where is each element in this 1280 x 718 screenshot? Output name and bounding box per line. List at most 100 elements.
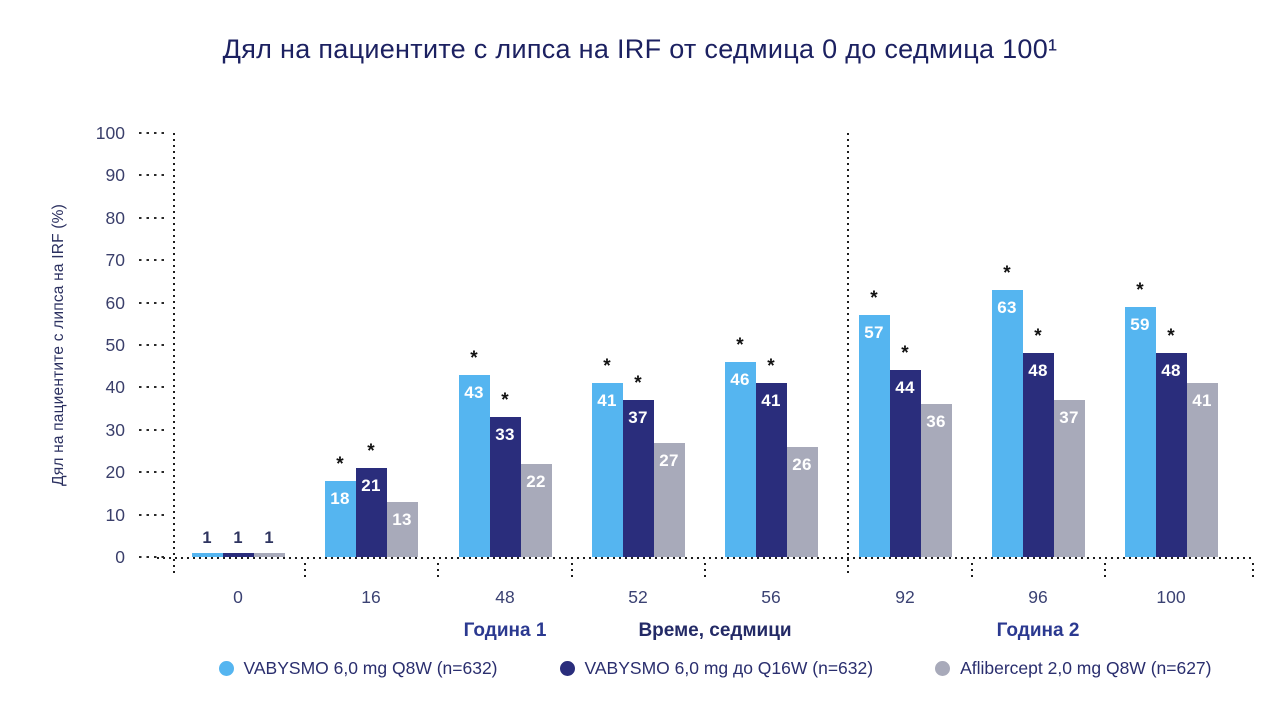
bar [1022, 353, 1054, 557]
legend-item: Aflibercept 2,0 mg Q8W (n=627) [935, 658, 1212, 679]
significance-asterisk: * [870, 288, 878, 309]
bar [755, 383, 787, 557]
y-tick-label: 100 [95, 123, 125, 143]
legend-dot-icon [559, 661, 575, 676]
legend-label: VABYSMO 6,0 mg до Q16W (n=632) [584, 658, 874, 678]
bar [324, 481, 356, 557]
x-tick-label: 56 [761, 587, 781, 607]
legend-label: Aflibercept 2,0 mg Q8W (n=627) [960, 658, 1212, 678]
y-tick-dots [139, 428, 165, 431]
legend-label: VABYSMO 6,0 mg Q8W (n=632) [243, 658, 498, 678]
x-tick-label: 92 [895, 587, 915, 607]
bar-value-label: 26 [792, 455, 812, 474]
significance-asterisk: * [470, 348, 478, 369]
bar [786, 447, 818, 557]
y-tick-label: 70 [105, 250, 125, 271]
y-tick-dots [139, 344, 165, 346]
group-boundary-tick [570, 563, 573, 579]
x-tick-label: 100 [1156, 587, 1186, 607]
bar [191, 553, 223, 557]
y-axis-line [173, 133, 175, 577]
legend: VABYSMO 6,0 mg Q8W (n=632) VABYSMO 6,0 mg… [175, 658, 1255, 679]
year-divider-line [847, 133, 849, 577]
bar [889, 370, 921, 557]
y-tick-dots [139, 301, 165, 304]
legend-item: VABYSMO 6,0 mg Q8W (n=632) [218, 658, 498, 679]
year1-label: Година 1 [463, 620, 547, 641]
y-tick-dots [139, 513, 165, 516]
chart-title: Дял на пациентите с липса на IRF от седм… [222, 34, 1058, 64]
bar-value-label: 18 [330, 489, 350, 508]
bar-value-label: 36 [926, 412, 946, 431]
significance-asterisk: * [1167, 326, 1175, 347]
y-tick-label: 10 [105, 504, 125, 525]
y-tick-dots [139, 471, 165, 474]
bar [355, 468, 387, 557]
significance-asterisk: * [736, 335, 744, 356]
significance-asterisk: * [634, 373, 642, 394]
y-tick-dots [139, 386, 165, 389]
group-boundary-tick [1103, 563, 1106, 579]
bar-value-label: 21 [361, 476, 381, 495]
bar-value-label: 63 [997, 298, 1017, 317]
bar-value-label: 33 [495, 425, 515, 444]
bar-value-label: 27 [659, 451, 679, 470]
group-boundary-tick [703, 563, 706, 579]
bar [1053, 400, 1085, 557]
bar-value-label: 41 [597, 391, 617, 410]
y-tick-dots [139, 174, 165, 177]
bar [253, 553, 285, 557]
bar-value-label: 41 [761, 391, 781, 410]
y-tick-label: 60 [105, 292, 125, 313]
bar-value-label: 1 [202, 529, 212, 547]
bar [591, 383, 623, 557]
legend-dot-icon [218, 661, 234, 676]
y-tick-label: 50 [105, 335, 125, 355]
bar [1186, 383, 1218, 557]
bar [1155, 353, 1187, 557]
bar-value-label: 43 [464, 383, 484, 402]
group-boundary-tick [1252, 563, 1254, 579]
y-tick-label: 90 [105, 165, 125, 186]
bar-value-label: 13 [392, 510, 412, 529]
y-tick-label: 80 [105, 207, 125, 228]
legend-item: VABYSMO 6,0 mg до Q16W (n=632) [559, 658, 874, 679]
x-tick-label: 0 [233, 587, 243, 607]
y-tick-dots [139, 556, 165, 558]
bar-value-label: 48 [1028, 361, 1048, 380]
significance-asterisk: * [901, 343, 909, 364]
significance-asterisk: * [336, 454, 344, 475]
y-tick-dots [139, 132, 165, 134]
significance-asterisk: * [767, 356, 775, 377]
significance-asterisk: * [367, 441, 375, 462]
bar [489, 417, 521, 557]
bar-value-label: 37 [628, 408, 648, 427]
bar-value-label: 44 [895, 378, 915, 397]
y-tick-label: 40 [105, 377, 125, 398]
significance-asterisk: * [1034, 326, 1042, 347]
bar-value-label: 1 [264, 529, 274, 547]
bar [724, 362, 756, 557]
legend-dot-icon [935, 661, 951, 676]
bar-value-label: 22 [526, 472, 546, 491]
bar-value-label: 41 [1192, 391, 1212, 410]
x-tick-label: 16 [361, 587, 381, 607]
bar [386, 502, 418, 557]
x-tick-label: 48 [495, 587, 515, 607]
bar-value-label: 57 [864, 323, 884, 342]
y-tick-label: 0 [115, 547, 125, 567]
bar [1124, 307, 1156, 557]
group-boundary-tick [437, 563, 439, 579]
bar-value-label: 48 [1161, 361, 1181, 380]
bar-value-label: 1 [233, 529, 243, 547]
bar [458, 375, 490, 557]
bar-value-label: 46 [730, 370, 750, 389]
bar [858, 315, 890, 557]
bar [622, 400, 654, 557]
group-boundary-tick [303, 563, 306, 579]
y-tick-dots [139, 259, 165, 262]
y-tick-dots [139, 216, 165, 219]
x-tick-label: 52 [628, 587, 648, 607]
y-tick-label: 20 [105, 462, 125, 483]
